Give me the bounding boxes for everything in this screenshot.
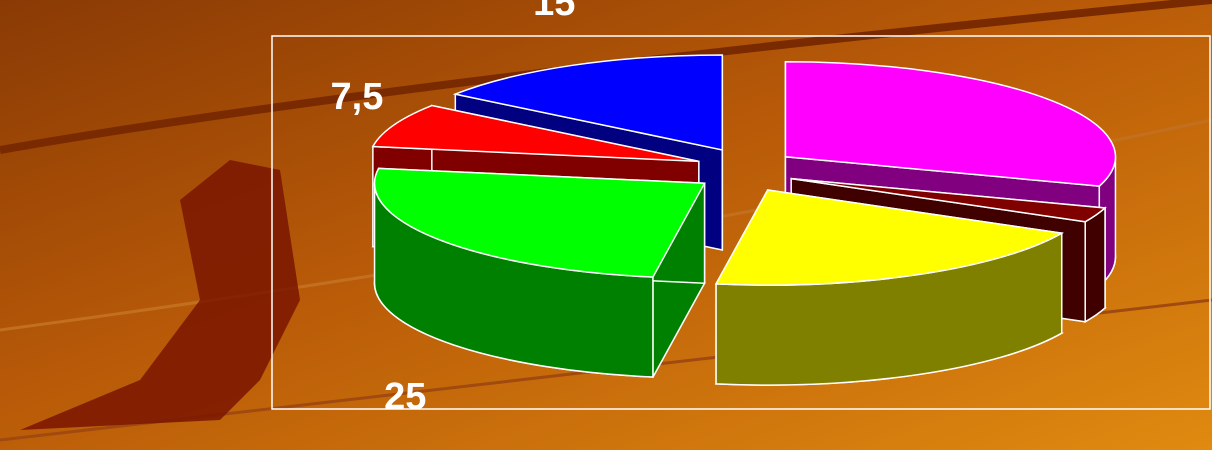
runner-silhouette: [20, 160, 300, 430]
data-label: 7,5: [331, 76, 384, 118]
pie-slice: [714, 189, 1065, 286]
pie-slice: [373, 167, 706, 278]
pie-slice: [791, 177, 1107, 223]
pie-slice: [371, 104, 699, 163]
pie-slice: [452, 54, 724, 151]
pie-slice: [784, 61, 1117, 187]
plot-frame: [271, 35, 1211, 410]
data-label: 25: [384, 376, 426, 418]
slice-outer-wall: [1084, 206, 1106, 324]
data-label: 15: [533, 0, 575, 24]
decor-curve: [0, 0, 1212, 154]
